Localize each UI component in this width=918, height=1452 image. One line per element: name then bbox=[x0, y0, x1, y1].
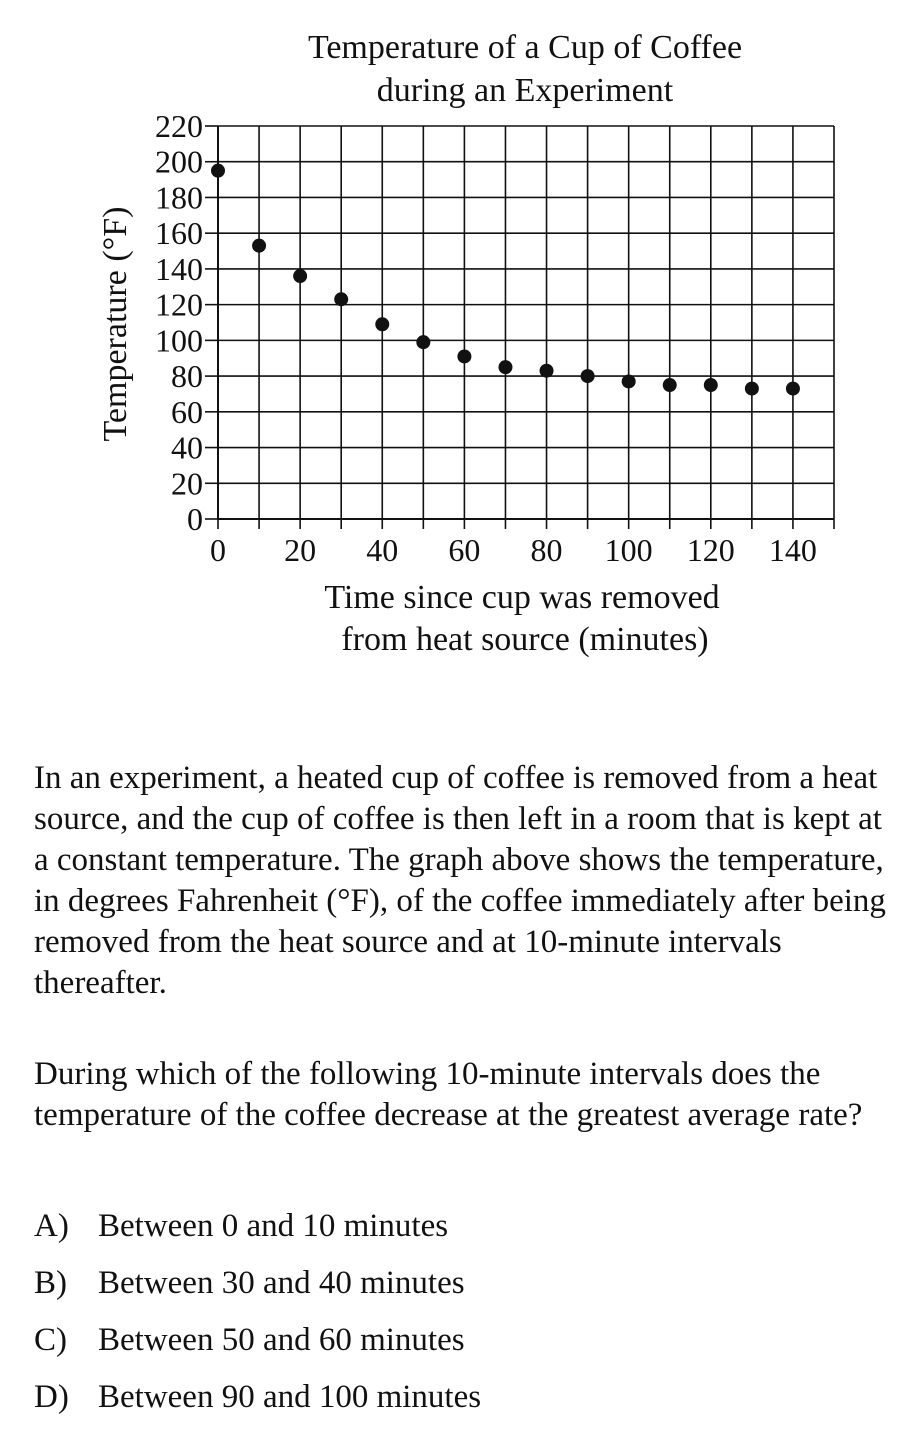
choice-text: Between 90 and 100 minutes bbox=[98, 1379, 482, 1415]
chart-title-line-2: during an Experiment bbox=[377, 72, 674, 109]
data-point bbox=[580, 369, 595, 384]
y-tick-label: 20 bbox=[171, 465, 203, 501]
y-axis-label: Temperature (°F) bbox=[97, 207, 134, 442]
data-point bbox=[703, 378, 718, 393]
data-point bbox=[293, 269, 308, 284]
choice-d[interactable]: D) Between 90 and 100 minutes bbox=[34, 1369, 481, 1426]
y-tick-label: 120 bbox=[155, 287, 203, 323]
x-tick-label: 120 bbox=[687, 532, 735, 568]
x-axis-label-line-2: from heat source (minutes) bbox=[341, 621, 708, 658]
y-tick-label: 100 bbox=[155, 322, 203, 358]
x-tick-label: 140 bbox=[769, 532, 817, 568]
choice-c[interactable]: C) Between 50 and 60 minutes bbox=[34, 1312, 481, 1369]
choice-letter: B) bbox=[34, 1265, 67, 1301]
choice-letter: C) bbox=[34, 1322, 67, 1358]
data-point bbox=[416, 335, 431, 350]
y-tick-label: 0 bbox=[187, 501, 203, 537]
y-tick-label: 60 bbox=[171, 394, 203, 430]
chart-title-line-1: Temperature of a Cup of Coffee bbox=[308, 29, 742, 66]
data-point bbox=[621, 374, 636, 389]
x-tick-label: 0 bbox=[210, 532, 226, 568]
x-tick-label: 80 bbox=[531, 532, 563, 568]
data-point bbox=[211, 163, 225, 178]
data-point bbox=[498, 360, 513, 375]
y-tick-label: 40 bbox=[171, 430, 203, 466]
plot-grid bbox=[217, 125, 835, 520]
x-tick-label: 100 bbox=[605, 532, 653, 568]
x-tick-label: 60 bbox=[448, 532, 480, 568]
y-tick-label: 160 bbox=[155, 215, 203, 251]
data-point bbox=[785, 381, 800, 396]
x-axis-label-line-1: Time since cup was removed bbox=[324, 579, 719, 616]
y-tick-label: 200 bbox=[155, 144, 203, 180]
passage-text: In an experiment, a heated cup of coffee… bbox=[34, 760, 886, 1001]
answer-choices: A) Between 0 and 10 minutes B) Between 30 … bbox=[34, 1198, 481, 1426]
question-text: During which of the following 10-minute … bbox=[34, 1056, 863, 1133]
choice-text: Between 0 and 10 minutes bbox=[98, 1208, 449, 1244]
x-axis-ticks: 0 20 40 60 80 100 120 140 bbox=[210, 519, 835, 568]
x-tick-label: 40 bbox=[366, 532, 398, 568]
y-tick-label: 220 bbox=[155, 108, 203, 144]
choice-text: Between 50 and 60 minutes bbox=[98, 1322, 465, 1358]
data-point bbox=[375, 317, 390, 332]
data-point bbox=[334, 292, 349, 307]
y-tick-label: 180 bbox=[155, 179, 203, 215]
data-points bbox=[211, 163, 800, 396]
data-point bbox=[457, 349, 472, 364]
y-tick-label: 140 bbox=[155, 251, 203, 287]
choice-letter: D) bbox=[34, 1379, 69, 1415]
scatter-chart: Temperature of a Cup of Coffee during an… bbox=[97, 29, 835, 658]
choice-b[interactable]: B) Between 30 and 40 minutes bbox=[34, 1255, 481, 1312]
data-point bbox=[662, 378, 677, 393]
data-point bbox=[539, 363, 554, 378]
choice-text: Between 30 and 40 minutes bbox=[98, 1265, 465, 1301]
data-point bbox=[744, 381, 759, 396]
y-tick-label: 80 bbox=[171, 358, 203, 394]
choice-letter: A) bbox=[34, 1208, 69, 1244]
data-point bbox=[252, 238, 267, 253]
choice-a[interactable]: A) Between 0 and 10 minutes bbox=[34, 1198, 481, 1255]
x-tick-label: 20 bbox=[284, 532, 316, 568]
